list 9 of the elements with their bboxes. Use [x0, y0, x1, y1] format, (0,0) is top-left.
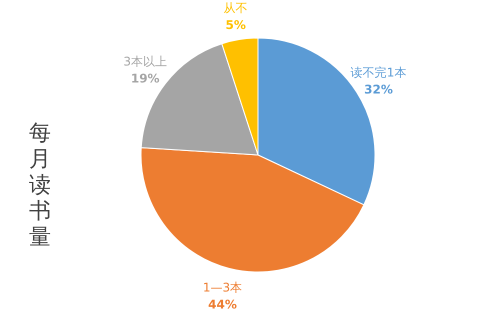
data-label: 32% [364, 82, 393, 97]
data-label: 5% [225, 18, 246, 32]
data-label: 19% [130, 72, 160, 86]
slice-label: 1—3本 [202, 280, 242, 294]
text: 每月读书量 [29, 121, 51, 250]
slice-label: 3本以上 [123, 54, 168, 69]
data-label: 44% [208, 297, 237, 312]
slice-label: 读不完1本 [350, 66, 406, 80]
slice-label: 从不 [224, 1, 248, 16]
